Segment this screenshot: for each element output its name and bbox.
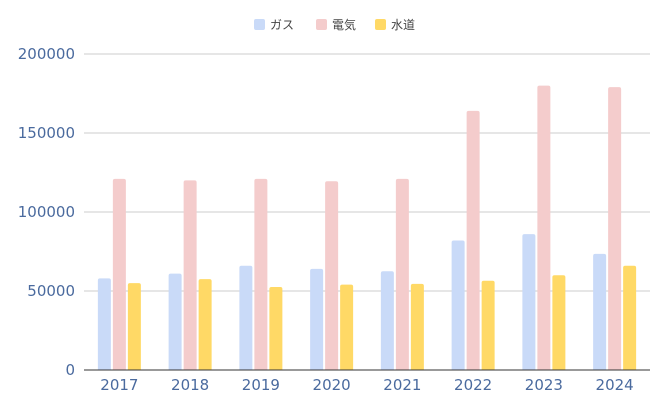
bar-2018-2 [198,279,212,370]
gridlines [84,53,650,292]
bar-2018-0 [168,273,182,370]
legend: ガス 電気 水道 [254,17,415,32]
y-axis-ticks: 0 50000 100000 150000 200000 [18,45,75,379]
x-tick-label: 2022 [454,376,492,394]
x-tick-label: 2023 [525,376,563,394]
bar-2022-0 [451,240,465,370]
bar-2024-2 [623,265,637,370]
legend-label: ガス [270,18,294,32]
y-tick-label: 200000 [18,45,75,63]
bar-2017-0 [97,278,111,370]
bar-2021-0 [380,271,394,370]
bar-2022-2 [481,280,495,370]
bar-2018-1 [183,180,197,370]
bar-2021-2 [410,283,424,370]
legend-swatch [316,19,327,30]
x-tick-label: 2024 [596,376,634,394]
legend-swatch [375,19,386,30]
x-tick-label: 2019 [242,376,280,394]
bar-2020-2 [340,284,354,370]
y-tick-label: 150000 [18,124,75,142]
bars [97,85,637,371]
x-axis-ticks: 2017 2018 2019 2020 2021 2022 2023 2024 [100,376,633,394]
bar-2019-0 [239,265,253,370]
y-tick-label: 0 [65,361,75,379]
x-tick-label: 2020 [313,376,351,394]
bar-2019-2 [269,287,283,370]
bar-2017-2 [127,283,141,370]
legend-swatch [254,19,265,30]
x-tick-label: 2018 [171,376,209,394]
bar-2021-1 [395,178,409,370]
bar-2020-1 [325,181,339,370]
bar-2019-1 [254,178,268,370]
bar-2024-0 [593,253,607,370]
y-tick-label: 100000 [18,203,75,221]
x-tick-label: 2017 [100,376,138,394]
bar-2022-1 [466,110,480,370]
bar-2023-0 [522,234,536,370]
legend-label: 水道 [391,18,415,32]
bar-2024-1 [608,87,622,371]
x-tick-label: 2021 [383,376,421,394]
legend-label: 電気 [332,17,356,32]
bar-2023-1 [537,85,551,370]
bar-2023-2 [552,275,566,370]
bar-2020-0 [310,268,324,370]
y-tick-label: 50000 [27,282,75,300]
bar-2017-1 [112,178,126,370]
